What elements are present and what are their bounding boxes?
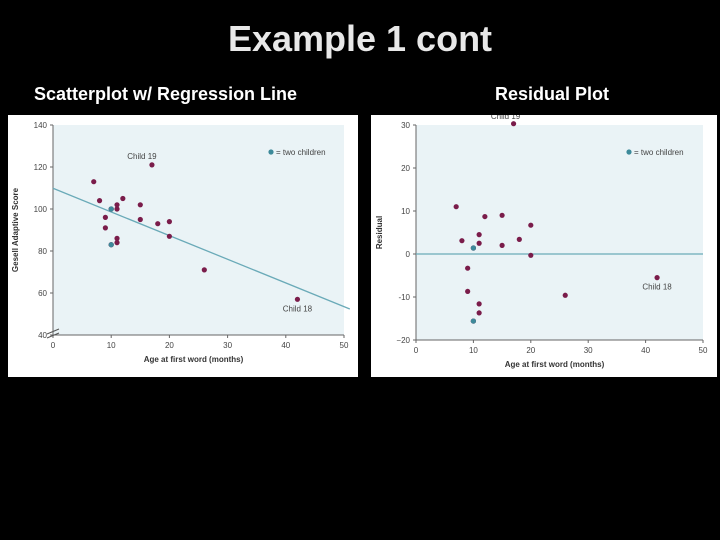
data-point (476, 310, 482, 316)
data-point (96, 198, 103, 204)
x-tick-label: 0 (51, 341, 56, 350)
annotation-label: Child 18 (642, 283, 672, 292)
data-point (91, 179, 97, 185)
data-point (528, 222, 534, 228)
x-tick-label: 10 (469, 346, 478, 355)
data-point (459, 238, 465, 244)
data-point (102, 214, 108, 220)
y-axis-label: Gesell Adaptive Score (11, 187, 20, 272)
data-point (476, 240, 482, 246)
data-point (114, 235, 120, 241)
x-tick-label: 50 (699, 346, 708, 355)
data-point (120, 195, 126, 202)
x-axis-label: Age at first word (months) (505, 360, 605, 369)
data-point (137, 216, 143, 223)
y-tick-label: 30 (401, 121, 410, 130)
scatterplot-chart: 0 10 20 30 40 50 40 60 80 100 120 140 Age at first w… (11, 121, 351, 364)
data-point (102, 225, 108, 231)
y-tick-label: −20 (396, 336, 410, 345)
legend-marker (626, 149, 632, 155)
data-point (482, 213, 488, 220)
data-point (294, 296, 301, 302)
annotation-label: Child 19 (127, 152, 157, 161)
data-point (654, 275, 660, 281)
data-point (201, 267, 207, 273)
residual-plot-panel: 0 10 20 30 40 50 30 20 10 0 -10 −20 Age at first wor… (371, 115, 717, 377)
data-point (528, 252, 534, 258)
data-point (114, 206, 120, 212)
legend-label: = two children (634, 148, 684, 157)
two-children-point (108, 206, 114, 212)
scatterplot-panel: 0 10 20 30 40 50 40 60 80 100 120 140 Age at first w… (8, 115, 358, 377)
two-children-point (470, 318, 476, 324)
data-point (465, 265, 471, 271)
x-axis-label: Age at first word (months) (144, 355, 244, 364)
y-tick-label: 120 (34, 163, 48, 172)
data-point (166, 233, 172, 239)
y-tick-label: 60 (38, 289, 47, 298)
x-tick-label: 40 (641, 346, 650, 355)
data-point (476, 301, 482, 307)
y-tick-label: 100 (34, 205, 48, 214)
y-tick-label: 20 (401, 164, 410, 173)
two-children-point (470, 245, 476, 251)
y-tick-label: -10 (398, 293, 410, 302)
data-point (114, 202, 120, 208)
annotation-label: Child 19 (491, 115, 521, 121)
y-tick-label: 0 (406, 250, 411, 259)
scatterplot-subtitle: Scatterplot w/ Regression Line (34, 84, 298, 104)
x-tick-label: 0 (414, 346, 419, 355)
data-point (510, 121, 517, 127)
data-point (149, 162, 155, 168)
regression-line (52, 187, 351, 310)
data-point (499, 242, 505, 248)
x-tick-label: 40 (281, 341, 290, 350)
data-point (465, 288, 471, 295)
axis-break-mark (46, 328, 60, 335)
two-children-point (108, 242, 114, 248)
y-tick-label: 80 (38, 247, 47, 256)
x-tick-label: 30 (223, 341, 232, 350)
data-point (516, 236, 522, 242)
data-point (155, 221, 161, 227)
residual-plot-subtitle: Residual Plot (495, 84, 610, 104)
data-point (114, 240, 120, 246)
data-point (166, 219, 172, 225)
data-point (499, 212, 505, 218)
data-point (453, 204, 459, 210)
x-tick-label: 10 (107, 341, 116, 350)
annotation-label: Child 18 (283, 304, 313, 313)
axis-break-mark (46, 332, 60, 339)
legend-label: = two children (276, 148, 326, 157)
data-point (137, 202, 143, 208)
slide-title: Example 1 cont (227, 18, 493, 59)
data-point (476, 232, 482, 238)
plot-area (416, 125, 703, 340)
residual-plot-chart: 0 10 20 30 40 50 30 20 10 0 -10 −20 Age at first wor… (375, 115, 708, 369)
y-axis-label: Residual (375, 216, 384, 249)
y-tick-label: 10 (401, 207, 410, 216)
y-tick-label: 140 (34, 121, 48, 130)
data-point (562, 292, 568, 298)
legend-marker (268, 149, 274, 155)
x-tick-label: 50 (340, 341, 349, 350)
x-tick-label: 30 (584, 346, 593, 355)
y-tick-label: 40 (38, 331, 47, 340)
x-tick-label: 20 (526, 346, 535, 355)
x-tick-label: 20 (165, 341, 174, 350)
